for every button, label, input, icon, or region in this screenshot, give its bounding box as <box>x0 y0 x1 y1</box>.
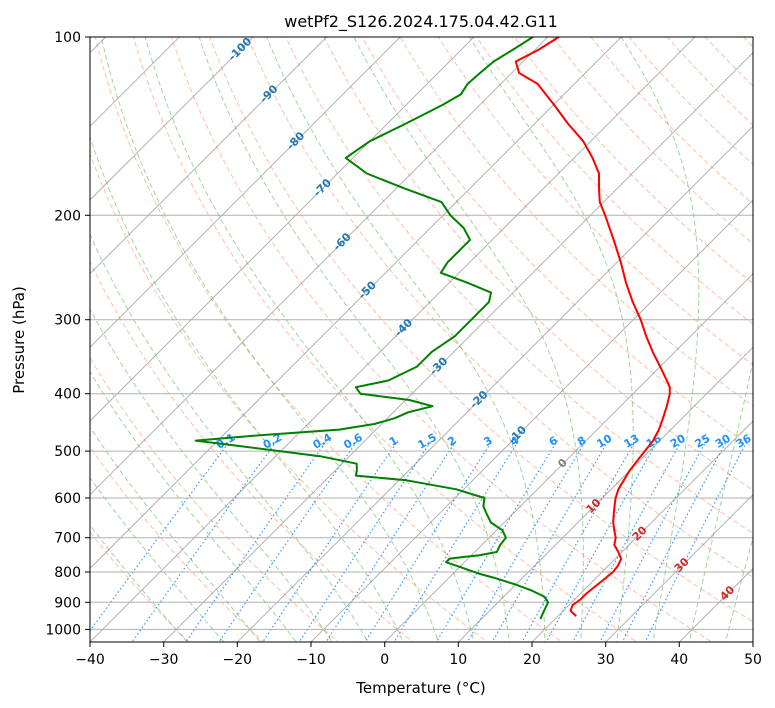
y-tick-label: 900 <box>54 595 81 611</box>
chart-title: wetPf2_S126.2024.175.04.42.G11 <box>284 12 558 32</box>
dry-adiabat-line <box>285 37 753 535</box>
x-axis: −40 −30 −20 −10 0 10 20 30 40 50 <box>75 642 762 668</box>
dry-adiabats <box>90 37 753 642</box>
isotherms <box>90 37 753 642</box>
x-tick-label: −10 <box>296 652 326 668</box>
dry-adiabat-line <box>209 37 753 623</box>
x-tick-label: 20 <box>523 652 541 668</box>
x-tick-label: −30 <box>149 652 179 668</box>
moist-adiabat-line <box>144 37 475 642</box>
profile-series <box>194 37 671 620</box>
mixing-ratio-line <box>621 440 728 642</box>
isotherm-line <box>604 493 753 642</box>
mixing-ratio-line <box>131 440 278 642</box>
dry-adiabat-line <box>170 37 713 642</box>
x-tick-label: −20 <box>223 652 253 668</box>
mixing-ratio-line <box>262 440 399 642</box>
moist-adiabat-line <box>725 536 753 642</box>
mixing-ratio-line <box>325 440 457 642</box>
x-tick-label: 10 <box>449 652 467 668</box>
dry-adiabat-line <box>476 37 753 325</box>
moist-adiabat-line <box>620 37 700 642</box>
dry-adiabat-line <box>90 531 190 642</box>
dry-adiabat-line <box>94 37 564 642</box>
dry-adiabat-line <box>132 37 638 642</box>
isotherm-line <box>90 37 328 275</box>
y-tick-label: 200 <box>54 208 81 224</box>
isotherm-line <box>90 37 696 642</box>
y-tick-label: 500 <box>54 444 81 460</box>
mixing-ratio-line <box>298 440 432 642</box>
isotherm-line <box>90 37 549 496</box>
mixing-ratio-line <box>466 440 587 642</box>
isotherm-line <box>383 272 753 642</box>
isotherm-line <box>310 199 753 642</box>
y-tick-label: 100 <box>54 30 81 46</box>
y-tick-label: 800 <box>54 565 81 581</box>
temperature-profile-line <box>514 37 671 617</box>
isotherm-line <box>90 37 402 349</box>
isotherm-line <box>236 125 753 642</box>
dewpoint-profile-line <box>194 37 550 620</box>
mixing-ratio-line <box>572 440 683 642</box>
mixing-ratio-label: 36 <box>734 432 754 451</box>
x-tick-label: 30 <box>597 652 615 668</box>
isotherm-line <box>162 51 753 642</box>
y-axis-title: Pressure (hPa) <box>10 286 28 394</box>
y-tick-label: 700 <box>54 531 81 547</box>
dry-adiabat-line <box>361 37 753 449</box>
pressure-gridlines <box>90 37 753 630</box>
dry-adiabat-line <box>90 260 414 642</box>
x-tick-label: 40 <box>670 652 688 668</box>
moist-adiabat-line <box>90 524 188 642</box>
mixing-ratio-line <box>435 440 558 642</box>
plot-area: 0.1 0.2 0.4 0.6 1 1.5 2 3 4 6 8 10 13 16 20 25 30 36 -100… <box>90 37 754 642</box>
isotherm-line <box>90 37 181 128</box>
dry-adiabat-line <box>90 446 265 642</box>
y-tick-label: 1000 <box>45 622 81 638</box>
isotherm-line <box>531 420 753 642</box>
x-tick-label: 0 <box>380 652 389 668</box>
x-axis-title: Temperature (°C) <box>355 679 485 697</box>
dry-adiabat-line <box>514 37 753 285</box>
isotherm-line <box>457 346 753 642</box>
moist-adiabat-line <box>90 232 369 642</box>
isotherm-line <box>90 37 254 201</box>
y-tick-label: 300 <box>54 313 81 329</box>
mixing-ratio-line <box>521 440 637 642</box>
y-axis: 100 200 300 400 500 600 700 800 900 1000 <box>45 30 90 638</box>
mixing-ratio-line <box>545 440 659 642</box>
dry-adiabat-line <box>399 37 753 407</box>
x-tick-label: −40 <box>75 652 105 668</box>
mixing-ratio-line <box>491 440 609 642</box>
isotherm-line <box>90 37 475 422</box>
plot-frame <box>89 36 754 643</box>
isotherm-line <box>90 37 623 570</box>
y-tick-label: 600 <box>54 491 81 507</box>
x-tick-label: 50 <box>744 652 762 668</box>
moist-adiabat-line <box>90 308 333 642</box>
mixing-ratio-line <box>644 440 748 642</box>
mixing-ratio-line <box>599 440 707 642</box>
y-tick-label: 400 <box>54 387 81 403</box>
